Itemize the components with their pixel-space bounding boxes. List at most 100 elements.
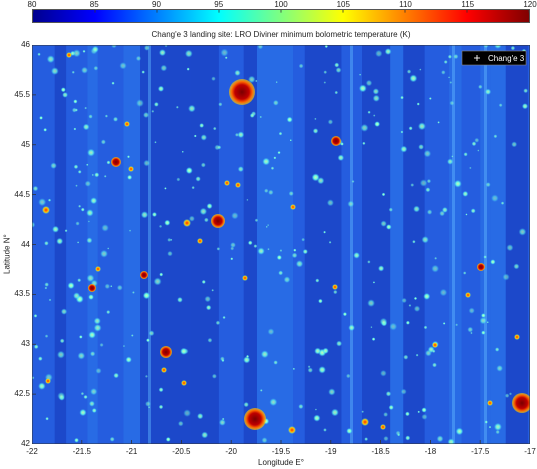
bright-speck	[380, 369, 387, 377]
bright-speck	[177, 296, 183, 303]
bright-speck	[159, 272, 164, 277]
bright-speck	[50, 162, 57, 169]
bright-speck	[141, 70, 145, 74]
bright-speck	[231, 212, 239, 220]
bright-speck	[32, 185, 39, 192]
bright-speck	[359, 73, 362, 76]
bright-speck	[426, 178, 432, 184]
bright-speck	[346, 427, 353, 435]
bright-speck	[259, 389, 263, 392]
bright-speck	[234, 132, 239, 137]
bright-speck	[302, 249, 308, 255]
bright-speck	[269, 398, 278, 407]
warm-crater	[512, 393, 530, 413]
bright-speck	[91, 173, 94, 177]
bright-specks	[32, 45, 529, 444]
warm-crater	[290, 204, 296, 210]
bright-speck	[419, 179, 428, 187]
bright-speck	[403, 354, 409, 360]
bright-speck	[455, 323, 459, 327]
bright-speck	[211, 289, 214, 292]
bright-speck	[211, 76, 216, 81]
bright-speck	[113, 372, 119, 379]
bright-speck	[88, 400, 95, 407]
bright-speck	[73, 127, 77, 131]
colorbar-tick-label: 120	[523, 0, 537, 9]
bright-speck	[381, 192, 386, 197]
bright-speck	[253, 244, 258, 249]
bright-speck	[32, 221, 36, 228]
bright-speck	[184, 49, 193, 58]
bright-speck	[143, 111, 150, 119]
bright-speck	[243, 356, 251, 364]
x-tick-label: -17.5	[471, 447, 490, 456]
bright-speck	[191, 185, 195, 190]
bright-speck	[104, 114, 108, 118]
bright-speck	[73, 99, 78, 104]
bright-speck	[409, 74, 418, 83]
bright-speck	[99, 342, 104, 347]
bright-speck	[200, 134, 208, 141]
bright-speck	[160, 64, 168, 72]
bright-speck	[521, 103, 529, 110]
colorbar-tick-label: 110	[399, 0, 412, 9]
bright-speck	[262, 157, 270, 166]
bright-speck	[78, 335, 83, 339]
warm-crater	[211, 214, 225, 228]
bright-speck	[230, 257, 234, 261]
bright-speck	[167, 237, 172, 242]
bright-speck	[462, 271, 467, 275]
track-stripe	[167, 45, 191, 444]
bright-speck	[467, 326, 474, 333]
bright-speck	[418, 144, 424, 150]
bright-speck	[91, 45, 99, 53]
bright-speck	[510, 45, 516, 51]
bright-speck	[313, 414, 321, 422]
bright-speck	[265, 225, 268, 228]
bright-speck	[431, 264, 440, 273]
bright-speck	[434, 256, 438, 260]
bright-speck	[203, 217, 209, 223]
track-stripe	[66, 45, 88, 444]
track-stripe	[390, 45, 404, 444]
bright-speck	[218, 102, 223, 107]
bright-speck	[413, 305, 421, 312]
bright-speck	[62, 91, 68, 98]
bright-speck	[188, 215, 195, 222]
bright-speck	[74, 108, 78, 112]
bright-speck	[315, 278, 320, 283]
bright-speck	[38, 356, 43, 361]
bright-speck	[406, 69, 412, 74]
bright-speck	[128, 229, 132, 232]
plus-icon	[474, 55, 480, 61]
bright-speck	[260, 350, 269, 359]
bright-speck	[216, 247, 221, 251]
track-stripe	[490, 45, 506, 444]
y-axis-label: Latitude N°	[2, 234, 12, 274]
bright-speck	[200, 162, 206, 168]
track-stripe	[527, 45, 530, 444]
bright-speck	[186, 67, 190, 71]
track-stripe	[256, 45, 294, 444]
bright-speck	[81, 66, 89, 74]
warm-crater	[183, 219, 191, 227]
bright-speck	[275, 81, 278, 84]
warm-crater	[66, 52, 72, 58]
x-tick-label: -19	[325, 447, 337, 456]
x-tick-label: -18	[424, 447, 437, 456]
bright-speck	[157, 85, 165, 92]
bright-speck	[206, 203, 213, 210]
bright-speck	[484, 88, 492, 95]
bright-speck	[468, 307, 475, 314]
bright-speck	[451, 155, 454, 158]
bright-speck	[111, 81, 115, 85]
bright-speck	[371, 337, 376, 341]
bright-speck	[267, 224, 270, 227]
bright-speck	[158, 224, 163, 228]
bright-speck	[421, 407, 427, 413]
bright-speck	[372, 94, 380, 102]
bright-speck	[270, 166, 275, 170]
warm-crater	[361, 418, 369, 426]
bright-speck	[278, 131, 283, 136]
bright-speck	[143, 159, 151, 167]
